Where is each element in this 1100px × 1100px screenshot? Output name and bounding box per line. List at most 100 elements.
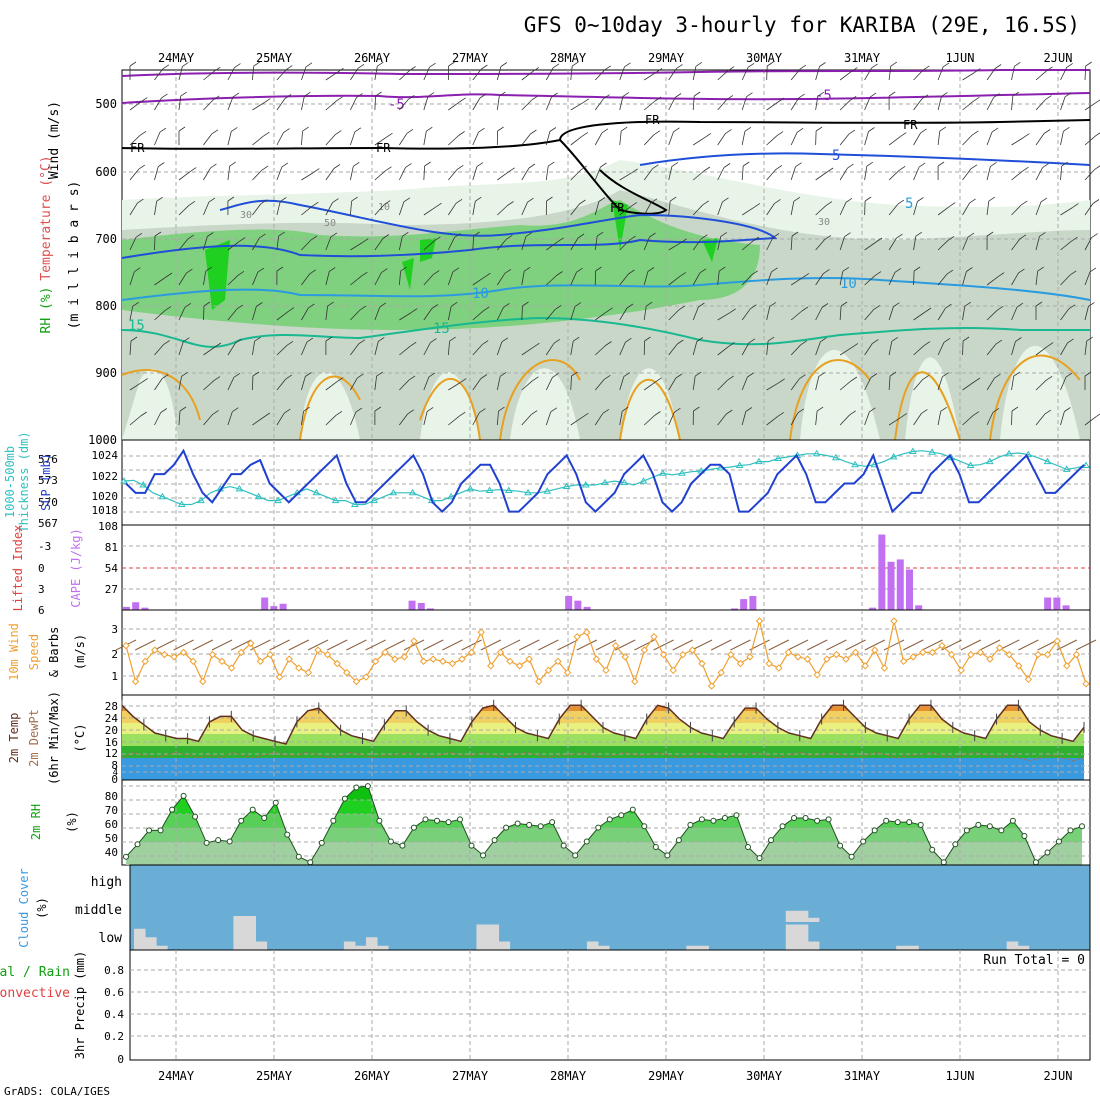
cloud-low-bar — [498, 941, 511, 950]
sounding-wind-barb — [1084, 271, 1091, 286]
sounding-wind-barb — [1084, 306, 1089, 321]
sounding-wind-barb-flag — [623, 372, 631, 377]
sounding-wind-barb-flag — [629, 235, 636, 241]
sounding-wind-barb — [717, 379, 728, 391]
sounding-wind-barb — [570, 375, 572, 391]
sounding-wind-barb-flag — [595, 266, 602, 272]
sounding-wind-barb — [227, 377, 235, 391]
sounding-wind-barb — [448, 415, 460, 426]
thickness-marker — [755, 457, 763, 465]
sounding-wind-barb-flag — [552, 373, 559, 378]
sounding-wind-barb-flag — [402, 231, 409, 237]
rh2m-unit: (%) — [65, 811, 79, 833]
rh-marker — [192, 813, 199, 820]
slp-tick-1024: 1024 — [92, 449, 119, 462]
sounding-wind-barb — [1011, 137, 1024, 146]
sounding-wind-barb — [913, 98, 923, 111]
rh-lobes — [122, 345, 1080, 440]
wind-marker — [717, 668, 725, 677]
sounding-wind-barb — [1011, 96, 1014, 111]
sounding-wind-barb — [325, 271, 330, 286]
temp-band-8 — [122, 758, 1084, 780]
sounding-wind-barb-flag — [842, 266, 850, 272]
rh-marker — [733, 812, 740, 819]
sounding-wind-barb-flag — [946, 269, 954, 275]
sounding-wind-barb-flag — [325, 336, 333, 342]
sounding-wind-barb-flag — [309, 269, 317, 275]
sounding-wind-barb-flag — [674, 407, 681, 413]
sounding-wind-barb-flag — [383, 200, 391, 205]
sounding-wind-barb — [447, 306, 452, 321]
sounding-wind-barb — [301, 307, 309, 321]
sounding-wind-barb — [178, 341, 184, 356]
wind-barb — [154, 639, 175, 651]
sounding-wind-barb-flag — [161, 93, 168, 99]
sounding-wind-barb-flag — [898, 165, 906, 171]
sounding-wind-label: Wind (m/s) — [47, 101, 62, 179]
sounding-wind-barb — [815, 205, 827, 216]
sounding-wind-barb-flag — [377, 61, 384, 67]
sounding-wind-barb-flag — [499, 91, 506, 97]
sounding-wind-barb — [399, 133, 408, 146]
cape-bar — [123, 606, 130, 610]
wind-marker — [583, 628, 591, 636]
sounding-wind-barb-flag — [449, 336, 456, 342]
sounding-grid — [122, 70, 1090, 440]
cape-tick-54: 54 — [105, 562, 119, 575]
sounding-wind-barb-flag — [357, 373, 364, 379]
sounding-wind-barb — [766, 382, 779, 391]
rh-marker — [537, 823, 544, 830]
sounding-wind-barb-flag — [990, 162, 997, 167]
slp-tick-1018: 1018 — [92, 504, 119, 517]
sounding-wind-barb-flag — [498, 406, 505, 412]
sounding-wind-barb — [1060, 376, 1067, 391]
sounding-wind-barb — [692, 95, 695, 111]
rh-marker — [272, 799, 279, 806]
rh-marker — [572, 852, 579, 859]
thickness-marker — [466, 484, 475, 492]
sounding-wind-barbs — [129, 61, 1100, 426]
wind-marker — [141, 657, 149, 666]
sounding-wind-barb-flag — [671, 162, 679, 167]
dewpoint-line — [121, 751, 1085, 762]
wind-barb — [710, 639, 732, 651]
sounding-wind-barb — [864, 131, 869, 146]
sounding-wind-barb — [1035, 271, 1039, 286]
sounding-wind-barb-flag — [864, 196, 872, 202]
sounding-wind-barb — [570, 341, 574, 356]
rh-marker — [433, 817, 440, 824]
sounding-wind-barb-flag — [138, 164, 146, 170]
sounding-wind-barb — [790, 201, 795, 216]
sounding-wind-barb-flag — [872, 339, 879, 344]
sounding-wind-barb-flag — [1045, 375, 1053, 381]
rh-marker — [410, 824, 417, 831]
sounding-wind-barb — [668, 276, 681, 286]
sounding-wind-barb-flag — [679, 272, 687, 277]
rh-marker — [491, 837, 498, 844]
sounding-wind-barb-flag — [874, 271, 882, 276]
wind-marker — [803, 655, 812, 663]
sounding-wind-barb-flag — [354, 127, 362, 133]
sounding-wind-barb-flag — [775, 165, 783, 170]
sounding-wind-barb-flag — [232, 92, 240, 98]
temp-tick-4: 4 — [113, 768, 118, 778]
sounding-wind-barb-flag — [729, 308, 736, 314]
sounding-wind-barb — [301, 239, 312, 251]
rh-marker — [629, 806, 636, 813]
sounding-wind-barb-flag — [701, 234, 708, 240]
sounding-wind-barb-flag — [986, 231, 994, 237]
sounding-wind-barb — [203, 271, 207, 286]
sounding-wind-barb — [545, 67, 554, 81]
sounding-wind-barb-flag — [693, 91, 701, 97]
sounding-wind-barb-flag — [577, 233, 585, 239]
sounding-wind-barb-flag — [669, 196, 677, 202]
rh-bright-5 — [402, 258, 414, 290]
temp-tick-12: 12 — [105, 747, 118, 760]
sounding-wind-barb — [496, 376, 501, 391]
sounding-wind-barb — [423, 96, 429, 111]
rh-marker — [883, 817, 890, 824]
sounding-wind-barb-flag — [457, 164, 464, 170]
sounding-wind-barb — [594, 132, 603, 146]
sounding-wind-barb-flag — [378, 337, 385, 342]
temp2m-label-a: 2m Temp — [7, 713, 21, 764]
